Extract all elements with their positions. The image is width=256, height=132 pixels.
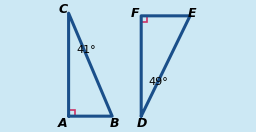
Text: 41°: 41° [77, 45, 96, 55]
Text: 49°: 49° [148, 77, 168, 87]
Text: F: F [131, 7, 140, 20]
Text: E: E [188, 7, 196, 20]
Text: D: D [137, 117, 147, 130]
Bar [141, 16, 147, 22]
Bar [69, 110, 74, 116]
Text: A: A [58, 117, 68, 130]
Text: C: C [58, 3, 67, 16]
Text: B: B [109, 117, 119, 130]
